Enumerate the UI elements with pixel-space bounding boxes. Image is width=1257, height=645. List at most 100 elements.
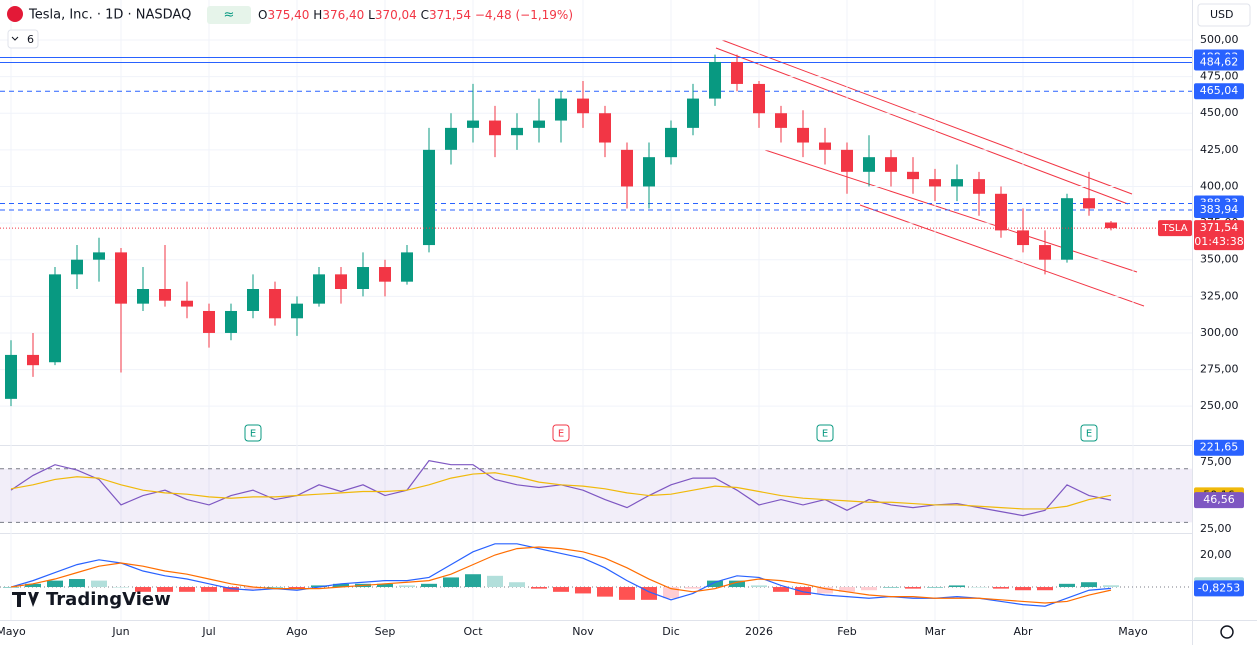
price-tag: 371,54 <box>1200 221 1239 234</box>
histogram-bar <box>69 579 85 588</box>
channel-line <box>715 47 1129 205</box>
candle-body <box>1017 230 1029 246</box>
ohlc-key: O <box>258 8 267 22</box>
candle-body <box>995 193 1007 231</box>
candle-body <box>819 142 831 150</box>
histogram-bar <box>993 587 1009 589</box>
ohlc-value: 370,04 <box>375 8 417 22</box>
candle-body <box>775 113 787 128</box>
level-tag: 221,65 <box>1200 441 1239 454</box>
candle-body <box>5 354 17 399</box>
ohlc-value: 376,40 <box>322 8 364 22</box>
histogram-bar <box>509 582 525 588</box>
y-tick-label: 425,00 <box>1200 143 1239 156</box>
candle-body <box>313 274 325 304</box>
level-tag-bg <box>1194 201 1244 218</box>
histogram-bar <box>47 580 63 588</box>
x-tick-label: Ago <box>286 625 308 638</box>
level-tag: 465,04 <box>1200 84 1239 97</box>
level-tag: 383,94 <box>1200 203 1239 216</box>
level-tag: 484,62 <box>1200 56 1239 69</box>
symbol-tag: TSLA <box>1161 223 1187 234</box>
candle-body <box>709 61 721 99</box>
histogram-bar <box>597 587 613 597</box>
candle-body <box>885 157 897 172</box>
candle-body <box>929 179 941 187</box>
candle-body <box>269 289 281 319</box>
candle-body <box>951 179 963 187</box>
macd-tag-bg <box>1194 580 1244 597</box>
indicator-toggle[interactable] <box>7 29 39 49</box>
x-tick-label: Sep <box>375 625 396 638</box>
candle-body <box>753 83 765 114</box>
candle-body <box>643 157 655 187</box>
candle-body <box>907 171 919 180</box>
y-tick-label: 500,00 <box>1200 33 1239 46</box>
level-tag-bg <box>1194 83 1244 100</box>
plot-layer: 250,00275,00300,00325,00350,00375,00400,… <box>0 0 1244 638</box>
candle-body <box>247 289 259 311</box>
candle-body <box>291 303 303 319</box>
x-tick-label: Mar <box>925 625 946 638</box>
histogram-bar <box>707 580 723 588</box>
earnings-label: E <box>1086 429 1092 440</box>
candle-body <box>379 267 391 282</box>
histogram-bar <box>1081 582 1097 588</box>
rsi-line <box>10 472 1112 510</box>
histogram-bar <box>377 583 393 588</box>
header: Tesla, Inc. · 1D · NASDAQ ≈ O375,40 H376… <box>7 3 1251 639</box>
candle-body <box>973 179 985 194</box>
candle-body <box>203 310 215 333</box>
candle-body <box>1061 198 1073 260</box>
brand-name: TradingView <box>46 589 171 610</box>
y-tick-label: 250,00 <box>1200 399 1239 412</box>
candle-body <box>445 127 457 150</box>
x-tick-label: Nov <box>572 625 594 638</box>
histogram-bar <box>25 583 41 588</box>
level-tag-bg <box>1194 54 1244 71</box>
candle-body <box>555 98 567 121</box>
symbol-logo <box>7 6 23 22</box>
x-tick-label: Jul <box>201 625 215 638</box>
x-tick-label: Jun <box>111 625 129 638</box>
y-tick-label: 350,00 <box>1200 253 1239 266</box>
earnings-marker <box>552 424 570 442</box>
histogram-bar <box>399 585 415 588</box>
settings-icon[interactable] <box>1220 625 1234 639</box>
candle-body <box>71 259 83 275</box>
histogram-bar <box>553 587 569 592</box>
ohlc-key: L <box>368 8 375 22</box>
histogram-bar <box>575 587 591 594</box>
histogram-bar <box>333 583 349 588</box>
histogram-bar <box>531 587 547 589</box>
ohlc-change: −4,48 (−1,19%) <box>475 8 573 22</box>
channel-line <box>764 149 1138 273</box>
candle-body <box>621 149 633 187</box>
candle-body <box>731 61 743 84</box>
badge[interactable] <box>207 6 251 24</box>
candle-body <box>1039 245 1051 260</box>
candle-body <box>797 127 809 143</box>
candle-body <box>423 149 435 246</box>
candle-body <box>467 120 479 128</box>
candle-body <box>577 98 589 114</box>
earnings-marker <box>1080 424 1098 442</box>
price-tag-sub: 01:43:38 <box>1194 235 1243 248</box>
symbol-title: Tesla, Inc. · 1D · NASDAQ <box>28 8 191 23</box>
x-tick-label: Oct <box>463 625 483 638</box>
candle-body <box>511 127 523 136</box>
y-tick-label: 300,00 <box>1200 326 1239 339</box>
y-tick-label: 20,00 <box>1200 548 1232 561</box>
histogram-bar <box>1059 583 1075 588</box>
currency: USD <box>1210 8 1234 21</box>
histogram-bar <box>619 587 635 600</box>
y-tick-label: 25,00 <box>1200 522 1232 535</box>
candle-body <box>137 289 149 304</box>
candle-body <box>49 274 61 363</box>
histogram-bar <box>1037 587 1053 591</box>
candle-body <box>599 113 611 143</box>
histogram-bar <box>223 587 239 592</box>
candle-body <box>335 274 347 290</box>
currency-button[interactable] <box>1197 3 1251 27</box>
